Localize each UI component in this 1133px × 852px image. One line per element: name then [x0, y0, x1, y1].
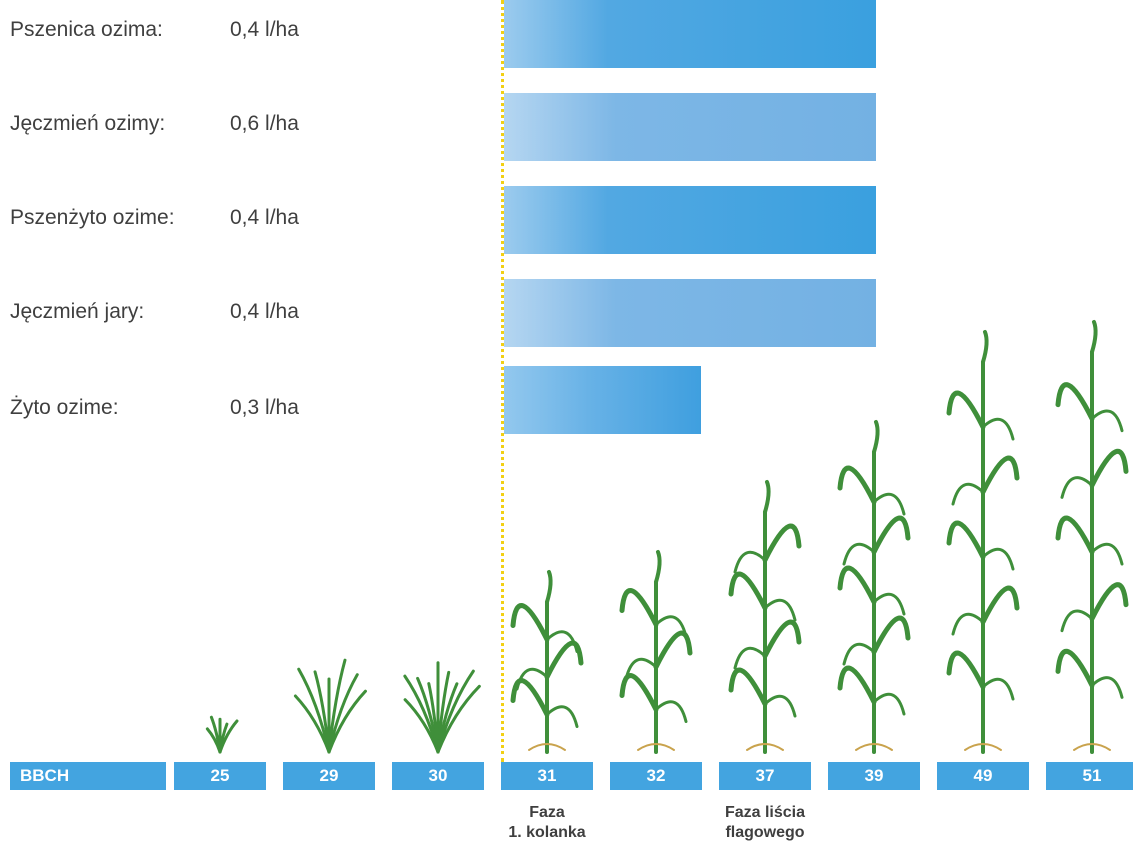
crop-name: Jęczmień jary:: [10, 300, 145, 323]
bbch-tick: 37: [719, 762, 811, 790]
bbch-tick: 32: [610, 762, 702, 790]
phase-label-line: 1. kolanka: [508, 824, 586, 841]
crop-dose: 0,4 l/ha: [230, 300, 299, 323]
crop-row: Pszenica ozima: 0,4 l/ha: [10, 10, 299, 50]
bbch-tick: 49: [937, 762, 1029, 790]
plant-icon: [403, 661, 481, 754]
bbch-tick: 30: [392, 762, 484, 790]
crop-name: Jęczmień ozimy:: [10, 112, 166, 135]
plant-icon: [837, 420, 911, 754]
bbch-tick: 31: [501, 762, 593, 790]
plant-icon: [619, 550, 693, 754]
crop-dose: 0,6 l/ha: [230, 112, 299, 135]
plant-icon: [510, 570, 584, 754]
phase-label-line: Faza liścia: [724, 804, 806, 821]
application-bar: [504, 279, 876, 347]
application-bar: [504, 93, 876, 161]
phase-label-line: Faza: [529, 804, 565, 821]
application-bar: [504, 0, 876, 68]
crop-row: Pszenżyto ozime: 0,4 l/ha: [10, 198, 299, 238]
crop-row: Jęczmień jary: 0,4 l/ha: [10, 292, 299, 332]
crop-name: Pszenżyto ozime:: [10, 206, 175, 229]
crop-dose: 0,4 l/ha: [230, 18, 299, 41]
bbch-tick: 51: [1046, 762, 1133, 790]
plant-icon: [1055, 320, 1129, 754]
crop-dose: 0,4 l/ha: [230, 206, 299, 229]
plant-icon: [293, 658, 367, 754]
plant-icon: [946, 330, 1020, 754]
phase-label: Faza liścia flagowego: [695, 803, 835, 843]
plant-icon: [728, 480, 802, 754]
crop-dose: 0,3 l/ha: [230, 396, 299, 419]
crop-row: Żyto ozime: 0,3 l/ha: [10, 388, 299, 428]
phase-label-line: flagowego: [725, 824, 805, 841]
application-bar: [504, 366, 701, 434]
crop-name: Żyto ozime:: [10, 396, 119, 419]
crop-row: Jęczmień ozimy: 0,6 l/ha: [10, 104, 299, 144]
phase-label: Faza 1. kolanka: [477, 803, 617, 843]
bbch-31-marker-line: [501, 0, 504, 762]
crop-name: Pszenica ozima:: [10, 18, 163, 41]
bbch-axis-label: BBCH: [10, 762, 166, 790]
plant-icon: [205, 715, 239, 754]
bbch-tick: 29: [283, 762, 375, 790]
bbch-tick: 25: [174, 762, 266, 790]
bbch-tick: 39: [828, 762, 920, 790]
application-bar: [504, 186, 876, 254]
